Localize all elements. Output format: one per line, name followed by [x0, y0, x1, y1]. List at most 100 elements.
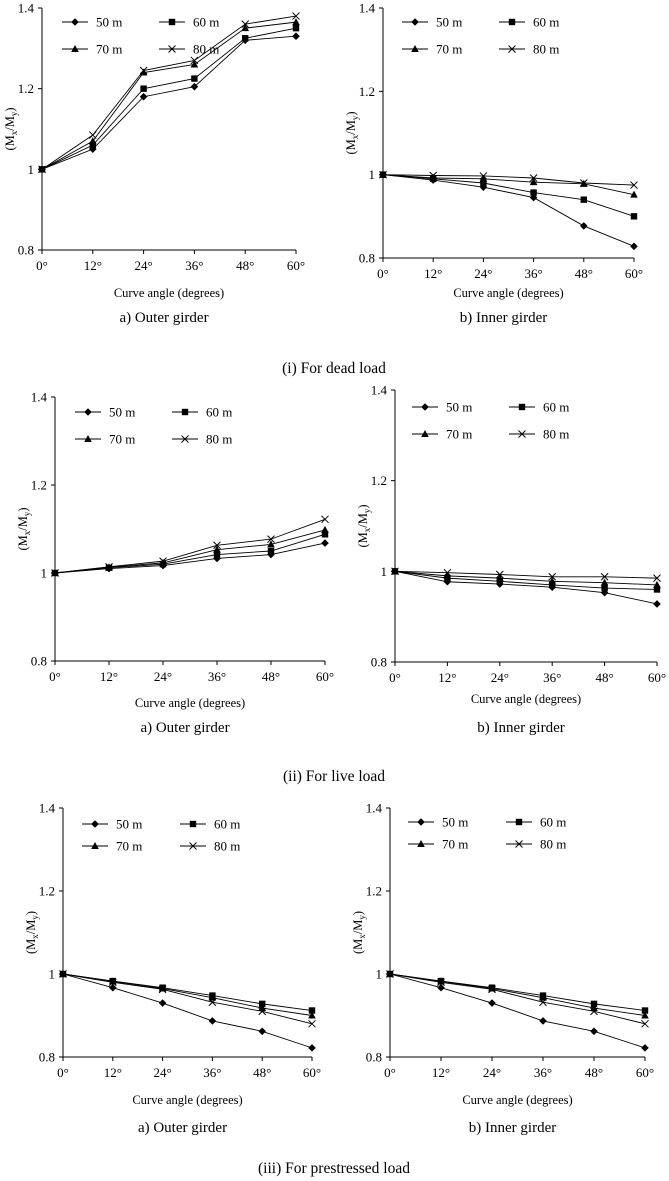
x-tick-label: 60° — [316, 669, 334, 684]
data-point-marker — [139, 68, 148, 76]
data-point-marker — [139, 92, 148, 101]
legend-item: 50 m — [62, 15, 122, 30]
data-point-marker — [258, 1007, 267, 1016]
y-tick-label: 1.2 — [366, 884, 382, 899]
y-axis-label-part: y — [357, 915, 367, 920]
legend-item: 70 m — [412, 427, 472, 442]
data-point-marker — [109, 983, 117, 992]
y-axis-label-part: y — [350, 115, 360, 120]
legend-label: 80 m — [214, 839, 240, 854]
legend-label: 70 m — [109, 432, 135, 447]
legend-item: 80 m — [172, 432, 232, 447]
y-axis-label-part: (M — [3, 135, 17, 150]
legend-item: 60 m — [172, 405, 232, 420]
legend-marker — [189, 820, 197, 828]
series-line — [382, 174, 635, 186]
data-point-marker — [429, 174, 437, 181]
legend-label: 70 m — [436, 42, 462, 57]
data-point-marker — [590, 1007, 598, 1016]
chart-panel-3: 0.8 1 1.2 1.4 0° 12° 24° 36° 48° 60° (Mx/My) 50 m 60… — [16, 390, 334, 737]
series-line — [389, 973, 646, 1016]
legend-item: 50 m — [402, 15, 462, 30]
series-line — [394, 570, 658, 605]
series-60m — [59, 970, 316, 1014]
y-tick-label: 1 — [369, 167, 376, 182]
legend-item: 50 m — [75, 405, 135, 420]
x-tick-label: 48° — [575, 266, 593, 281]
y-tick-label: 1.4 — [371, 383, 388, 398]
data-point-marker — [495, 570, 504, 579]
legend-marker — [71, 45, 79, 52]
x-tick-label: 36° — [534, 1065, 552, 1080]
data-point-marker — [292, 24, 300, 32]
data-point-marker — [601, 584, 608, 592]
legend-item: 50 m — [82, 817, 142, 832]
legend-item: 80 m — [509, 427, 569, 442]
data-point-marker — [88, 131, 97, 139]
legend-label: 70 m — [96, 42, 122, 57]
series-line — [394, 570, 658, 590]
data-point-marker — [159, 558, 167, 566]
data-point-marker — [630, 181, 638, 189]
y-tick-label: 0.8 — [18, 243, 34, 258]
y-axis-label-part: x — [30, 934, 40, 939]
data-point-marker — [308, 1044, 316, 1052]
series-60m — [38, 24, 300, 173]
y-tick-label: 1.2 — [371, 473, 387, 488]
series-line — [54, 518, 326, 574]
data-point-marker — [437, 983, 445, 992]
data-point-marker — [548, 577, 556, 585]
x-tick-label: 0° — [377, 266, 389, 281]
legend-marker — [181, 435, 189, 443]
data-point-marker — [51, 569, 59, 577]
legend-item: 70 m — [402, 42, 462, 57]
series-line — [382, 174, 635, 196]
data-point-marker — [496, 574, 504, 582]
data-point-marker — [208, 993, 217, 1001]
legend-item: 70 m — [62, 42, 122, 57]
series-60m — [386, 970, 649, 1014]
data-point-marker — [108, 978, 117, 987]
x-axis-label: Curve angle (degrees) — [132, 1093, 242, 1107]
series-80m — [38, 12, 300, 174]
data-point-marker — [38, 165, 46, 174]
data-point-marker — [89, 145, 97, 153]
legend: 50 m 60 m 70 m 80 m — [412, 400, 569, 442]
data-point-marker — [208, 998, 217, 1007]
y-axis-label-part: x — [357, 934, 367, 939]
data-point-marker — [488, 985, 496, 994]
data-point-marker — [140, 85, 147, 92]
legend-label: 50 m — [109, 405, 135, 420]
data-point-marker — [308, 1007, 316, 1014]
legend-item: 80 m — [499, 42, 559, 57]
data-point-marker — [653, 600, 661, 608]
data-point-marker — [641, 1019, 649, 1028]
chart-panel-6: 0.8 1 1.2 1.4 0° 12° 24° 36° 48° 60° (Mx/My) 50 m 60… — [351, 801, 654, 1137]
y-axis-label-part: x — [9, 130, 19, 135]
data-point-marker — [191, 75, 198, 82]
legend-marker — [515, 818, 523, 826]
x-tick-label: 60° — [625, 266, 643, 281]
series-line — [389, 973, 646, 1025]
y-tick-label: 0.8 — [359, 251, 375, 266]
series-60m — [391, 568, 661, 593]
x-tick-label: 48° — [262, 669, 280, 684]
legend: 50 m 60 m 70 m 80 m — [82, 817, 240, 854]
y-tick-label: 1.4 — [31, 390, 48, 405]
panel-subtitle: a) Outer girder — [140, 720, 229, 736]
panel-subtitle: b) Inner girder — [460, 310, 547, 326]
legend-label: 70 m — [442, 837, 468, 852]
x-tick-label: 36° — [524, 266, 542, 281]
y-axis-label-part: (M — [16, 535, 30, 550]
y-tick-label: 1 — [376, 967, 383, 982]
y-axis-label-part: x — [362, 527, 372, 532]
data-point-marker — [443, 571, 452, 579]
data-point-marker — [267, 540, 275, 548]
legend-item: 60 m — [506, 815, 566, 830]
y-axis-label-part: ) — [16, 507, 30, 511]
y-axis-label-part: (M — [356, 532, 370, 547]
panel-subtitle: b) Inner girder — [477, 720, 564, 736]
y-tick-label: 0.8 — [371, 655, 387, 670]
x-tick-label: 0° — [49, 669, 61, 684]
